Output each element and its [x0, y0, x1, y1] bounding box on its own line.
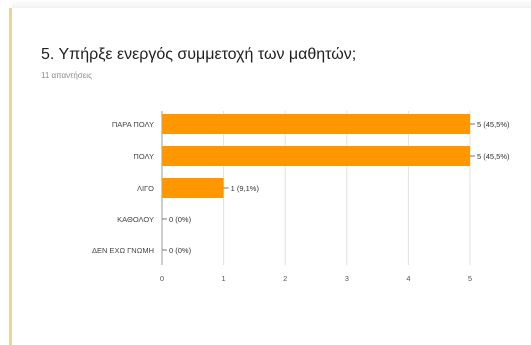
x-tick-label: 4 — [406, 274, 410, 283]
category-label: ΔΕΝ ΕΧΩ ΓΝΩΜΗ — [92, 246, 154, 255]
x-tick-label: 1 — [222, 274, 226, 283]
bar — [162, 178, 224, 198]
x-tick-label: 0 — [160, 274, 164, 283]
category-label: ΠΟΛΥ — [133, 152, 154, 161]
bar — [162, 146, 470, 166]
question-title: 5. Υπήρξε ενεργός συμμετοχή των μαθητών; — [41, 46, 357, 63]
category-label: ΛΙΓΟ — [137, 184, 154, 193]
data-label: 1 (9,1%) — [231, 184, 260, 193]
x-tick-label: 5 — [468, 274, 472, 283]
x-tick-label: 3 — [345, 274, 349, 283]
response-count: 11 απαντήσεις — [41, 71, 92, 80]
card-left-accent — [9, 8, 12, 345]
category-label: ΠΑΡΑ ΠΟΛΥ — [112, 120, 154, 129]
data-label: 5 (45,5%) — [477, 120, 510, 129]
card-top-edge — [12, 0, 531, 8]
data-label: 5 (45,5%) — [477, 152, 510, 161]
x-tick-label: 2 — [283, 274, 287, 283]
category-label: ΚΑΘΟΛΟΥ — [117, 215, 154, 224]
data-label: 0 (0%) — [169, 215, 192, 224]
bar — [162, 114, 470, 134]
data-label: 0 (0%) — [169, 246, 192, 255]
